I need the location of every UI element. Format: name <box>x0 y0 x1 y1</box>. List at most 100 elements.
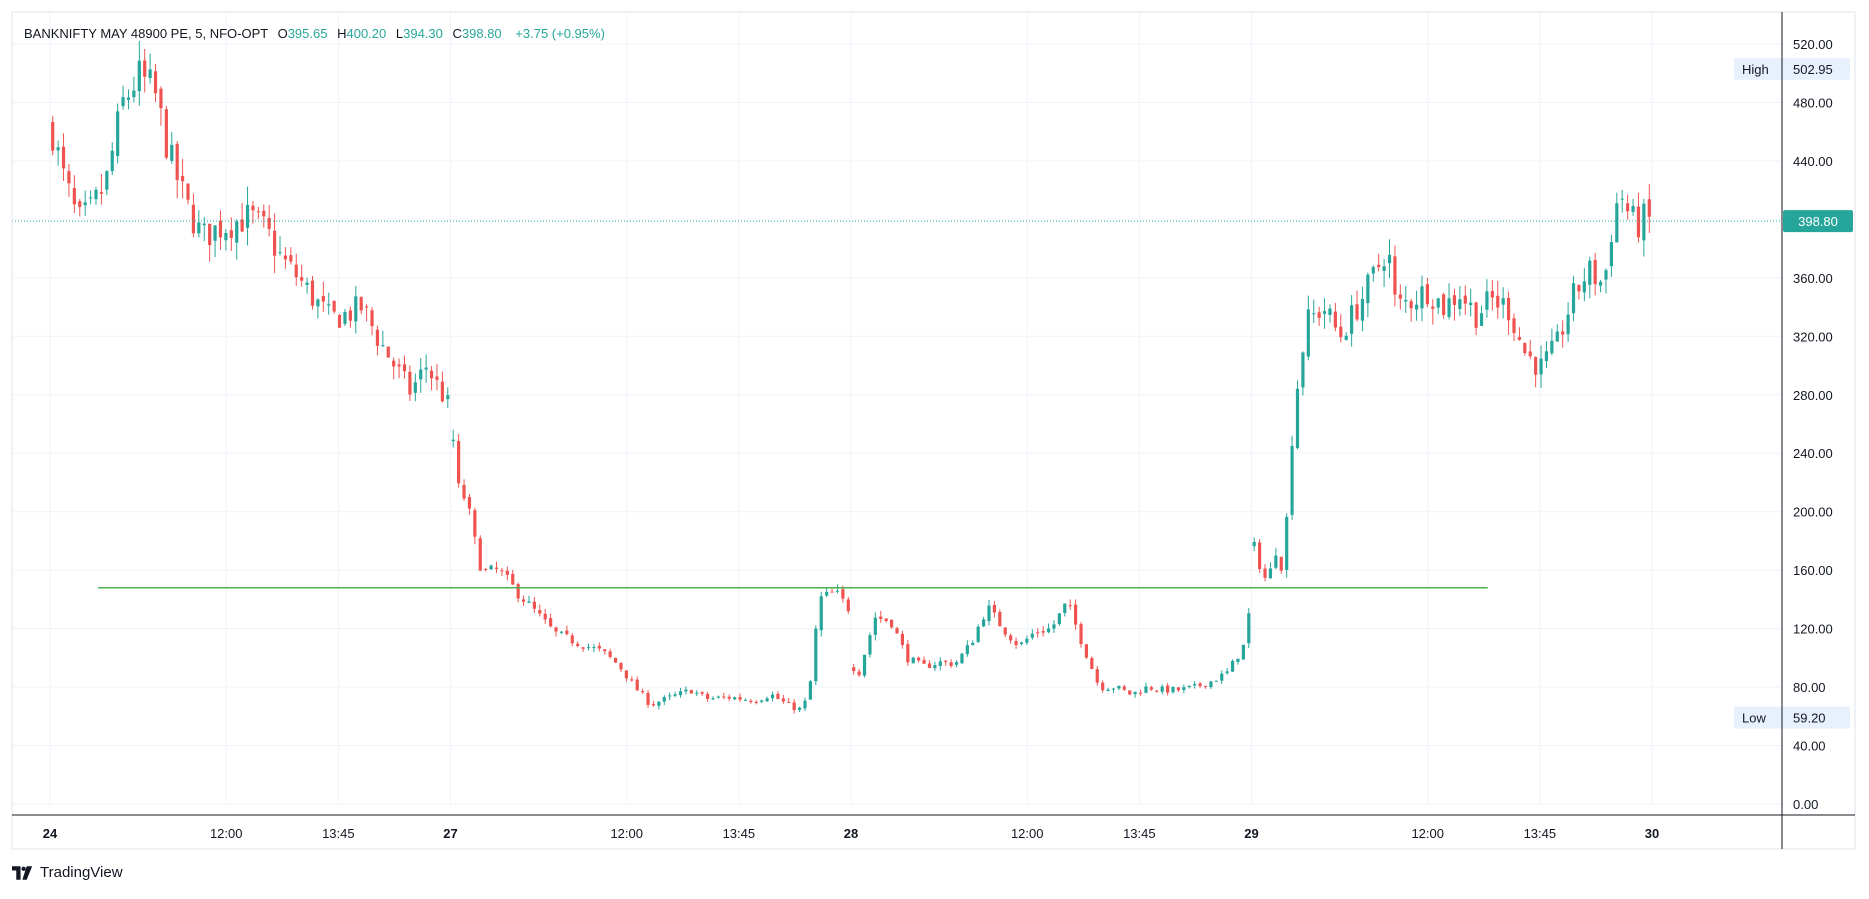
candle-body <box>202 223 206 226</box>
candle-body <box>159 88 163 109</box>
candle-body <box>830 591 834 593</box>
candle-body <box>78 201 82 208</box>
candle-body <box>803 700 807 709</box>
candle-body <box>305 282 309 285</box>
x-tick-label: 13:45 <box>1123 826 1156 841</box>
candle-body <box>684 689 688 692</box>
candle-body <box>170 144 174 161</box>
candle-body <box>852 667 856 672</box>
legend-high-label: H <box>337 26 346 41</box>
candle-body <box>256 211 260 213</box>
candle-body <box>1019 642 1024 645</box>
candle-body <box>132 90 136 98</box>
candle-body <box>749 700 753 703</box>
candle-body <box>375 329 380 346</box>
candle-body <box>343 311 347 324</box>
legend-low-label: L <box>396 26 403 41</box>
candle-body <box>787 701 791 703</box>
candle-body <box>1258 542 1262 569</box>
candle-body <box>218 220 223 238</box>
candle-body <box>511 573 515 585</box>
candle-body <box>1436 298 1440 308</box>
candle-body <box>1328 308 1332 315</box>
candle-body <box>99 192 104 194</box>
y-tick-label: 520.00 <box>1793 37 1833 52</box>
candle-body <box>987 605 991 622</box>
candle-body <box>235 221 239 243</box>
candle-body <box>180 175 185 182</box>
candle-body <box>960 653 964 664</box>
candle-body <box>1355 304 1359 320</box>
candle-body <box>1322 311 1327 314</box>
candle-body <box>1155 690 1159 692</box>
y-tick-label: 440.00 <box>1793 154 1833 169</box>
candle-body <box>1176 687 1181 691</box>
candle-body <box>971 642 975 646</box>
candle-body <box>1539 358 1543 375</box>
candle-body <box>1079 623 1083 645</box>
legend-symbol: BANKNIFTY MAY 48900 PE, 5, NFO-OPT <box>24 26 268 41</box>
tradingview-branding[interactable]: TradingView <box>12 864 123 881</box>
candle-body <box>641 691 645 693</box>
candle-body <box>397 364 401 367</box>
candle-body <box>1198 683 1202 687</box>
candle-body <box>1057 613 1061 624</box>
price-markers: 398.80 High 502.95 Low 59.20 <box>1734 57 1853 729</box>
candle-body <box>705 693 710 700</box>
candle-body <box>662 697 666 702</box>
candle-body <box>1463 295 1467 304</box>
candle-body <box>1030 633 1034 638</box>
candle-body <box>1279 556 1283 571</box>
candle-body <box>1274 555 1278 568</box>
candle-body <box>689 690 693 694</box>
candle-body <box>1609 242 1614 267</box>
candle-body <box>1442 294 1446 315</box>
x-tick-label: 12:00 <box>210 826 243 841</box>
candle-body <box>1122 686 1126 690</box>
high-marker-badge <box>1734 57 1850 80</box>
x-tick-label: 30 <box>1645 826 1659 841</box>
candle-body <box>1393 256 1397 295</box>
candle-body <box>1366 274 1370 304</box>
candle-body <box>1171 686 1175 693</box>
candle-body <box>321 295 325 302</box>
candle-body <box>1490 291 1494 298</box>
candle-body <box>1090 658 1094 669</box>
candle-body <box>262 210 266 217</box>
candle-body <box>1133 691 1137 695</box>
candle-body <box>143 60 147 77</box>
candle-body <box>884 618 888 621</box>
candles <box>51 40 1651 714</box>
candle-body <box>527 601 531 603</box>
candle-body <box>808 681 813 700</box>
candle-body <box>229 230 233 238</box>
candle-body <box>467 496 472 509</box>
candle-body <box>727 696 731 699</box>
candle-body <box>213 225 217 241</box>
candle-body <box>1598 281 1603 286</box>
candle-body <box>597 645 601 649</box>
candle-body <box>332 300 336 312</box>
grid <box>12 12 1782 805</box>
candle-body <box>1534 357 1538 375</box>
candle-body <box>581 647 585 649</box>
x-tick-label: 28 <box>844 826 858 841</box>
candle-body <box>451 439 455 442</box>
candle-body <box>1209 681 1213 688</box>
candle-body <box>1344 335 1348 340</box>
candle-body <box>61 146 66 169</box>
candle-body <box>1306 309 1310 357</box>
y-tick-label: 200.00 <box>1793 505 1833 520</box>
candle-body <box>917 657 921 661</box>
candle-body <box>846 599 850 612</box>
candle-body <box>1642 203 1646 241</box>
candle-body <box>825 591 829 596</box>
candle-body <box>624 670 628 679</box>
candle-body <box>348 310 352 321</box>
candle-body <box>197 222 201 234</box>
candle-body <box>435 376 439 380</box>
candle-body <box>576 643 580 647</box>
candle-body <box>1360 298 1365 321</box>
candle-body <box>521 599 526 602</box>
